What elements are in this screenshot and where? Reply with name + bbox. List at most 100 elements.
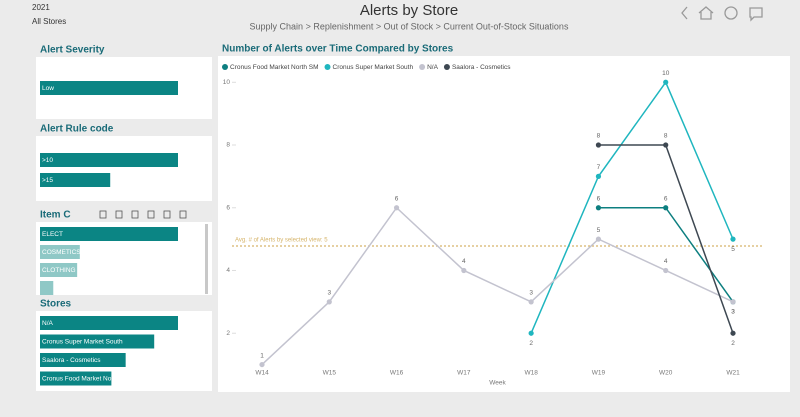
data-point — [528, 299, 534, 305]
legend-marker — [324, 64, 331, 70]
bar-label: >10 — [42, 157, 53, 164]
bar-label: N/A — [42, 320, 54, 327]
y-tick-label: 6 — [226, 204, 230, 211]
bar-label: ELECT — [42, 231, 63, 238]
bar — [40, 353, 126, 367]
legend-label: Cronus Food Market North SM — [230, 64, 319, 71]
chart-title: Number of Alerts over Time Compared by S… — [222, 44, 454, 55]
bar-label: Cronus Food Market North SM — [42, 376, 131, 383]
legend-marker — [419, 64, 426, 70]
series-line — [530, 80, 734, 334]
x-tick-label: W14 — [255, 370, 269, 377]
data-point — [730, 299, 736, 305]
bar — [40, 227, 178, 241]
toolbar-icon — [131, 210, 139, 219]
page-title: Alerts by Store — [360, 2, 458, 19]
data-label: 1 — [260, 352, 264, 359]
bar-label: >15 — [42, 177, 53, 184]
data-label: 10 — [662, 70, 670, 77]
data-point — [595, 173, 602, 179]
bar-label: Low — [42, 85, 54, 92]
bar-label: COSMETICS — [42, 249, 81, 256]
data-point — [528, 330, 534, 336]
scrollbar — [205, 224, 208, 294]
bar-label: CLOTHING — [42, 267, 76, 274]
nav-icons[interactable] — [681, 6, 763, 22]
line-chart: Number of Alerts over Time Compared by S… — [222, 44, 762, 387]
bar — [40, 263, 78, 277]
data-label: 6 — [597, 195, 601, 202]
y-tick-label: 8 — [226, 142, 230, 149]
x-tick-label: W15 — [323, 370, 337, 377]
y-tick-label: 10 — [223, 79, 231, 86]
legend-label: Saalora - Cosmetics — [452, 64, 511, 71]
data-point — [663, 267, 669, 274]
panel-title: Alert Rule code — [40, 124, 114, 135]
data-label: 4 — [664, 258, 668, 265]
panel-title: Stores — [40, 299, 72, 310]
bar — [40, 81, 178, 95]
data-label: 7 — [597, 164, 601, 171]
data-label: 5 — [731, 246, 735, 253]
store-filter: All Stores — [32, 17, 66, 26]
chart-card — [218, 56, 790, 392]
x-tick-label: W17 — [457, 370, 471, 377]
panel-title: Item C — [40, 210, 71, 221]
data-label: 8 — [664, 133, 668, 140]
data-point — [663, 142, 669, 148]
bar-label: Cronus Super Market South — [42, 339, 123, 346]
data-label: 4 — [462, 258, 466, 265]
data-label: 8 — [597, 133, 601, 140]
info-icon[interactable] — [724, 6, 738, 20]
data-point — [259, 361, 265, 368]
data-point — [730, 236, 736, 242]
x-tick-label: W20 — [659, 370, 673, 377]
data-label: 3 — [529, 290, 533, 297]
bar-label: Saalora - Cosmetics — [42, 357, 101, 364]
bar — [40, 281, 54, 295]
back-icon[interactable] — [681, 6, 688, 20]
visual-toolbar — [99, 210, 187, 219]
toolbar-icon — [179, 210, 187, 219]
bar — [40, 334, 155, 349]
panel-title: Alert Severity — [40, 45, 105, 56]
bar — [40, 245, 80, 259]
data-point — [461, 267, 467, 274]
data-label: 5 — [597, 227, 601, 234]
legend-label: Cronus Super Market South — [333, 64, 414, 71]
series-line — [261, 206, 734, 366]
data-label: 3 — [327, 290, 331, 297]
data-label: 3 — [731, 309, 735, 316]
toolbar-icon — [147, 210, 155, 219]
x-tick-label: W16 — [390, 370, 404, 377]
y-tick-label: 2 — [226, 330, 230, 337]
bar — [40, 316, 178, 330]
data-point — [595, 142, 602, 148]
data-point — [663, 79, 669, 85]
data-label: 2 — [731, 340, 735, 347]
bar — [40, 173, 111, 187]
side-panels: Alert Severity Low Alert Rule code >10 >15 It… — [36, 45, 212, 391]
year-filter: 2021 — [32, 3, 50, 12]
legend-label: N/A — [427, 64, 439, 71]
data-point — [393, 205, 400, 211]
breadcrumb: Supply Chain > Replenishment > Out of St… — [250, 21, 569, 31]
legend-marker — [443, 64, 450, 70]
bar — [40, 153, 178, 167]
x-axis-title: Week — [489, 380, 506, 387]
panel-card — [36, 136, 212, 201]
comment-icon[interactable] — [749, 7, 763, 22]
x-tick-label: W18 — [524, 370, 538, 377]
data-point — [595, 236, 602, 242]
toolbar-icon — [115, 210, 123, 219]
bar — [40, 371, 112, 386]
data-point — [326, 299, 332, 305]
toolbar-icon — [99, 210, 107, 219]
x-tick-label: W21 — [726, 370, 740, 377]
x-tick-label: W19 — [592, 370, 606, 377]
data-label: 2 — [529, 340, 533, 347]
toolbar-icon — [163, 210, 171, 219]
data-point — [595, 205, 602, 211]
home-icon[interactable] — [698, 6, 714, 20]
